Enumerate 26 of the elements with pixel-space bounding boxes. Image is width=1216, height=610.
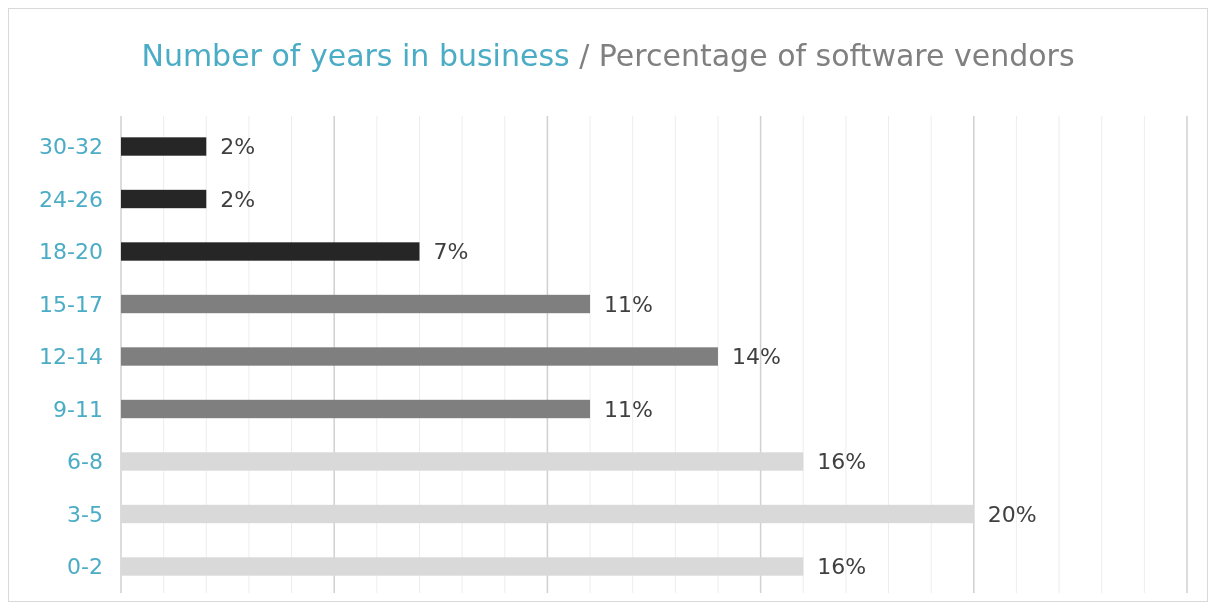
data-label: 11% [604, 396, 653, 422]
data-label: 11% [604, 291, 653, 317]
data-label: 7% [433, 239, 469, 265]
bar [121, 399, 591, 419]
bar [121, 242, 420, 261]
y-tick-label: 3-5 [67, 501, 103, 527]
data-label: 16% [817, 554, 867, 580]
y-tick-label: 9-11 [53, 396, 103, 422]
bar [121, 347, 718, 366]
chart-subtitle: / Percentage of software vendors [569, 38, 1075, 73]
y-tick-label: 12-14 [39, 344, 103, 370]
bar [121, 137, 207, 156]
y-tick-label: 0-2 [67, 554, 103, 580]
data-label: 16% [817, 449, 867, 475]
data-label: 2% [220, 134, 256, 160]
data-label: 2% [220, 186, 256, 212]
y-tick-label: 24-26 [39, 186, 103, 212]
y-tick-label: 15-17 [39, 291, 103, 317]
y-tick-label: 18-20 [39, 239, 103, 265]
bar [121, 294, 591, 314]
y-tick-label: 30-32 [39, 134, 103, 160]
chart-title: Number of years in business [141, 38, 570, 73]
data-label: 14% [731, 344, 781, 370]
y-tick-label: 6-8 [67, 449, 103, 475]
bar [121, 189, 207, 209]
data-label: 20% [987, 501, 1037, 527]
